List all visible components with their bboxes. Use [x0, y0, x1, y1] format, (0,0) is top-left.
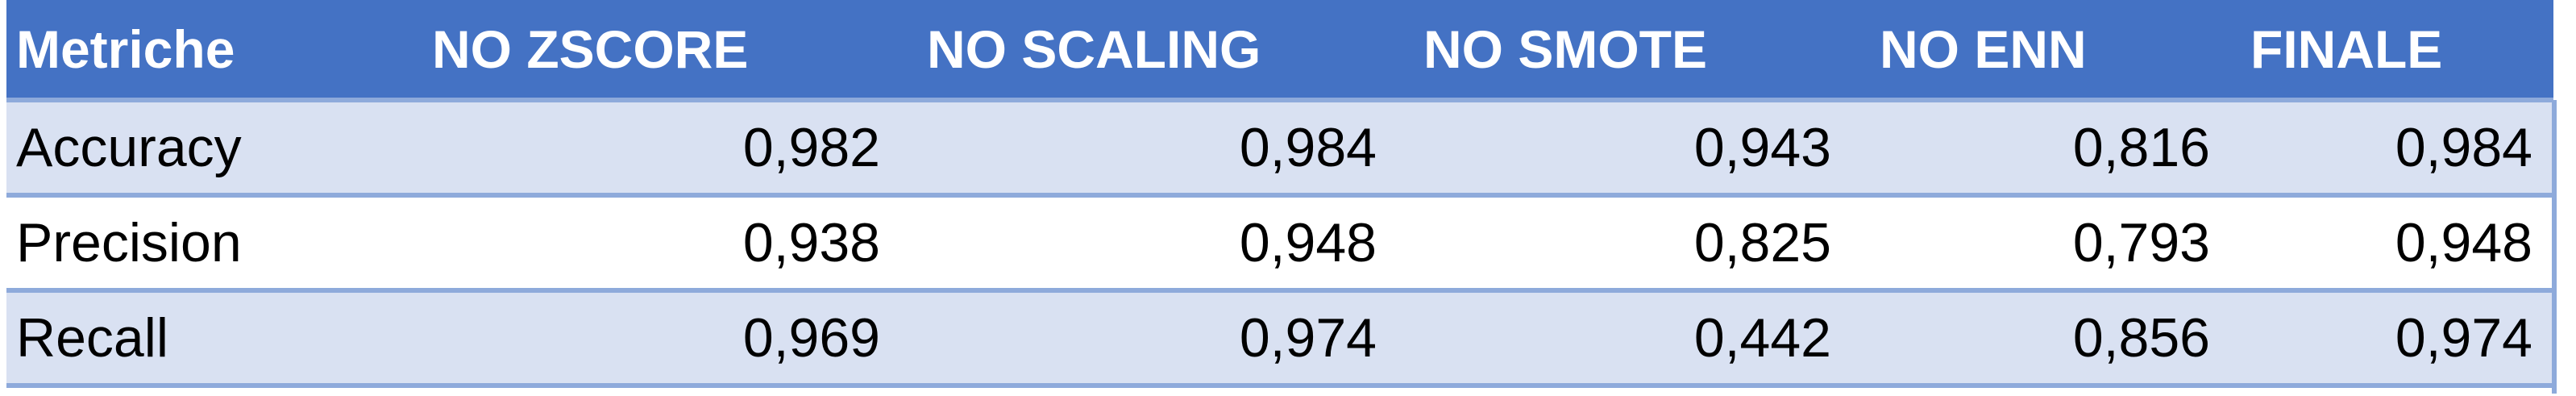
cell-value: 0,816	[1859, 98, 2228, 195]
cell-value: 0,974	[2228, 288, 2553, 388]
cell-value: 0,825	[1398, 193, 1859, 290]
header-no-zscore: NO ZSCORE	[432, 19, 749, 79]
header-metriche: Metriche	[16, 19, 235, 79]
cell-value: 0,948	[898, 193, 1398, 290]
cell-value: 0,969	[401, 288, 898, 388]
metric-label: Precision	[6, 193, 401, 290]
cell-value: 0,982	[401, 98, 898, 195]
table-row-precision: Precision 0,938 0,948 0,825 0,793 0,948	[6, 193, 2553, 290]
cell-value: 0,943	[1398, 98, 1859, 195]
header-no-smote: NO SMOTE	[1423, 19, 1708, 79]
table-row-accuracy: Accuracy 0,982 0,984 0,943 0,816 0,984	[6, 98, 2553, 195]
metrics-table-container: Metriche NO ZSCORE NO SCALING NO SMOTE N…	[6, 0, 2576, 396]
metric-label: Accuracy	[6, 98, 401, 195]
cell-value: 0,984	[898, 98, 1398, 195]
cell-value: 0,793	[1859, 193, 2228, 290]
cell-value: 0,984	[2228, 98, 2553, 195]
cell-value: 0,948	[2228, 193, 2553, 290]
metrics-table: Metriche NO ZSCORE NO SCALING NO SMOTE N…	[6, 0, 2553, 388]
cell-value: 0,856	[1859, 288, 2228, 388]
table-row-recall: Recall 0,969 0,974 0,442 0,856 0,974	[6, 288, 2553, 388]
metric-label: Recall	[6, 288, 401, 388]
cell-value: 0,442	[1398, 288, 1859, 388]
cell-value: 0,938	[401, 193, 898, 290]
table-header-row: Metriche NO ZSCORE NO SCALING NO SMOTE N…	[6, 0, 2553, 100]
cell-value: 0,974	[898, 288, 1398, 388]
header-no-enn: NO ENN	[1880, 19, 2087, 79]
header-finale: FINALE	[2250, 19, 2443, 79]
header-no-scaling: NO SCALING	[927, 19, 1261, 79]
table-right-border	[2552, 100, 2557, 394]
